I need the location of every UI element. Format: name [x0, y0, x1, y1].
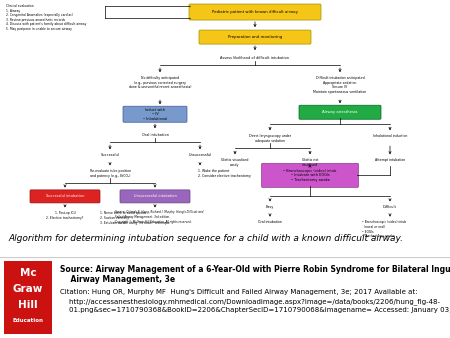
Text: • Bronchoscopic (video) intub
• Intubate with EOGIs
• Tracheotomy awake: • Bronchoscopic (video) intub • Intubate…: [284, 169, 337, 182]
Text: Airway anesthesia: Airway anesthesia: [322, 110, 358, 114]
Text: Successful intubation: Successful intubation: [46, 194, 84, 198]
Text: Citation: Hung OR, Murphy MF  Hung's Difficult and Failed Airway Management, 3e;: Citation: Hung OR, Murphy MF Hung's Diff…: [60, 289, 418, 295]
FancyBboxPatch shape: [189, 4, 321, 20]
Text: Assess likelihood of difficult intubation: Assess likelihood of difficult intubatio…: [220, 56, 289, 60]
FancyBboxPatch shape: [123, 106, 187, 122]
Text: Graw: Graw: [13, 284, 43, 294]
Text: Oral intubation: Oral intubation: [258, 220, 282, 224]
Text: Hill: Hill: [18, 300, 38, 310]
Text: Pediatric patient with known difficult airway: Pediatric patient with known difficult a…: [212, 10, 298, 14]
Text: 1. Wake the patient
2. Consider elective tracheotomy: 1. Wake the patient 2. Consider elective…: [198, 169, 251, 178]
Text: Education: Education: [13, 318, 44, 323]
Text: 01.png&sec=1710790368&BookID=2206&ChapterSecID=1710790068&imagename= Accessed: J: 01.png&sec=1710790368&BookID=2206&Chapte…: [60, 307, 450, 313]
Text: Difficult intubation anticipated
Appropriate sedation
Secure IV
Maintain spontan: Difficult intubation anticipated Appropr…: [313, 76, 367, 94]
Text: Airway Management, 3e: Airway Management, 3e: [60, 275, 175, 284]
Text: Glottis visualised
easily: Glottis visualised easily: [221, 158, 249, 167]
Text: 1. Post-op ICU
2. Elective tracheotomy?: 1. Post-op ICU 2. Elective tracheotomy?: [46, 212, 84, 220]
Text: Mc: Mc: [20, 268, 36, 278]
Text: http://accessanesthesiology.mhmedical.com/Downloadimage.aspx?image=/data/books/2: http://accessanesthesiology.mhmedical.co…: [60, 298, 440, 305]
FancyBboxPatch shape: [120, 190, 190, 203]
Text: Easy: Easy: [266, 206, 274, 210]
Text: Attempt intubation: Attempt intubation: [375, 158, 405, 162]
FancyBboxPatch shape: [299, 105, 381, 119]
Text: Induct with
• IV
• Inhalational: Induct with • IV • Inhalational: [143, 107, 167, 121]
Text: Clinical evaluation
1. Airway
2. Congenital Anomalies (especially cardiac)
3. Re: Clinical evaluation 1. Airway 2. Congeni…: [6, 4, 86, 31]
FancyBboxPatch shape: [30, 190, 100, 203]
Text: Direct laryngoscopy under
adequate sedation: Direct laryngoscopy under adequate sedat…: [249, 134, 291, 143]
Text: Inhalational induction: Inhalational induction: [373, 134, 407, 138]
Text: 1. Nerve block to avoid opioids
2. Suction carefully
3. Extubate awake using "no: 1. Nerve block to avoid opioids 2. Sucti…: [100, 212, 170, 225]
Text: Oral intubation: Oral intubation: [142, 133, 168, 137]
Text: Unsuccessful intubation: Unsuccessful intubation: [134, 194, 176, 198]
Text: Algorithm for determining intubation sequence for a child with a known difficult: Algorithm for determining intubation seq…: [8, 234, 403, 243]
Text: Unsuccessful: Unsuccessful: [189, 153, 211, 157]
Text: Source: Orlando E. Hung, Richard I. Murphy. Hung's Difficult and
Failed Airway M: Source: Orlando E. Hung, Richard I. Murp…: [115, 211, 203, 224]
FancyBboxPatch shape: [199, 30, 311, 44]
Text: Re-evaluate tube position
and patency (e.g., EtCO₂): Re-evaluate tube position and patency (e…: [90, 169, 130, 178]
Text: Glottis not
visualised: Glottis not visualised: [302, 158, 318, 167]
Text: Difficult: Difficult: [383, 206, 397, 210]
FancyBboxPatch shape: [261, 163, 359, 187]
Text: Successful: Successful: [100, 153, 119, 157]
Text: • Bronchoscopic (video) intub
  (nasal or oral)
• EOGIs
• Tracheotomy awake: • Bronchoscopic (video) intub (nasal or …: [362, 220, 406, 238]
Text: Preparation and monitoring: Preparation and monitoring: [228, 35, 282, 39]
Text: Source: Airway Management of a 6-Year-Old with Pierre Robin Syndrome for Bilater: Source: Airway Management of a 6-Year-Ol…: [60, 265, 450, 274]
Text: No difficulty anticipated
(e.g., previous corrected surgery
done & uneventful re: No difficulty anticipated (e.g., previou…: [129, 76, 191, 89]
FancyBboxPatch shape: [4, 261, 52, 334]
